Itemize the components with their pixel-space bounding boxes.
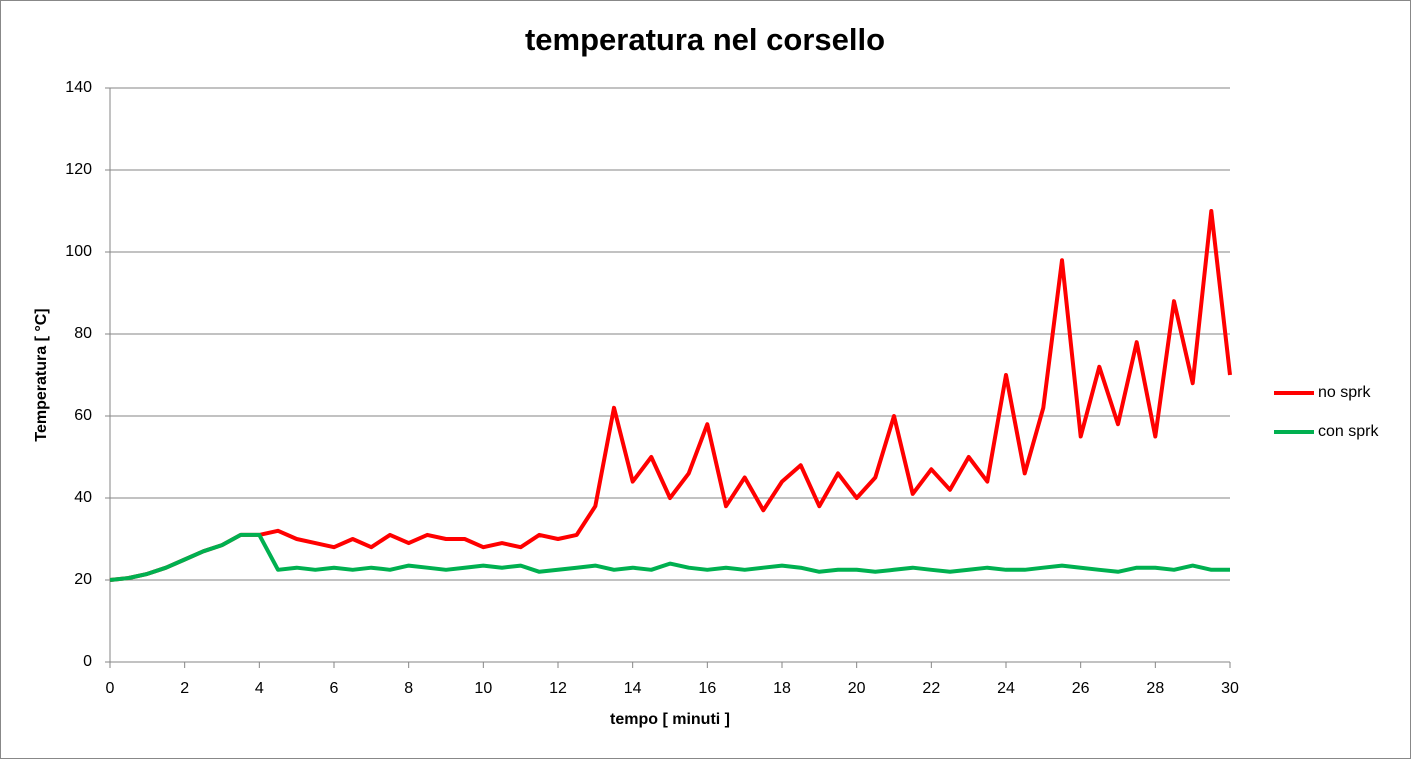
x-tick-label: 6 bbox=[330, 680, 339, 697]
y-tick-label: 120 bbox=[65, 161, 92, 178]
legend-label: no sprk bbox=[1318, 384, 1371, 401]
x-tick-label: 30 bbox=[1221, 680, 1239, 697]
y-tick-label: 140 bbox=[65, 79, 92, 96]
chart-title: temperatura nel corsello bbox=[525, 22, 885, 57]
series-line bbox=[109, 209, 1232, 582]
legend-label: con sprk bbox=[1318, 423, 1379, 440]
x-tick-label: 22 bbox=[922, 680, 940, 697]
x-tick-label: 12 bbox=[549, 680, 567, 697]
y-tick-label: 20 bbox=[74, 571, 92, 588]
y-tick-label: 100 bbox=[65, 243, 92, 260]
y-tick-label: 80 bbox=[74, 325, 92, 342]
x-tick-label: 4 bbox=[255, 680, 264, 697]
x-tick-label: 20 bbox=[848, 680, 866, 697]
y-axis-title: Temperatura [ °C] bbox=[33, 308, 50, 441]
x-tick-label: 28 bbox=[1146, 680, 1164, 697]
y-tick-label: 40 bbox=[74, 489, 92, 506]
series-line bbox=[109, 532, 1230, 582]
x-tick-label: 0 bbox=[106, 680, 115, 697]
x-axis-title: tempo [ minuti ] bbox=[610, 711, 730, 728]
x-tick-label: 16 bbox=[698, 680, 716, 697]
x-tick-label: 26 bbox=[1072, 680, 1090, 697]
x-tick-label: 8 bbox=[404, 680, 413, 697]
x-tick-label: 10 bbox=[474, 680, 492, 697]
y-tick-label: 60 bbox=[74, 407, 92, 424]
x-tick-label: 2 bbox=[180, 680, 189, 697]
y-tick-label: 0 bbox=[83, 653, 92, 670]
x-tick-label: 14 bbox=[624, 680, 642, 697]
x-tick-label: 24 bbox=[997, 680, 1015, 697]
x-tick-label: 18 bbox=[773, 680, 791, 697]
